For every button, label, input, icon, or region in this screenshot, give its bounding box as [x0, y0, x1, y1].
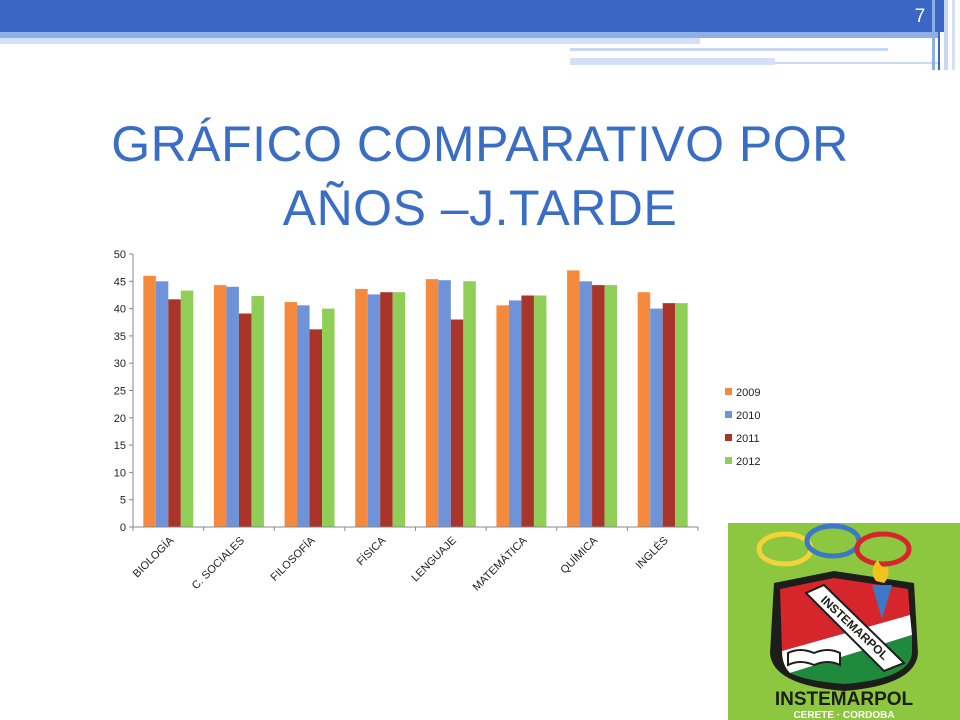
legend: 2009 2010 2011 2012	[725, 387, 760, 468]
header-rule-3	[775, 62, 940, 64]
bar-2009-7	[637, 292, 651, 527]
x-tick-label: MATEMÁTICA	[470, 533, 530, 593]
header-band-fade	[0, 38, 700, 44]
bar-2010-5	[508, 300, 522, 527]
ring-red	[854, 531, 912, 567]
slide-title: GRÁFICO COMPARATIVO POR AÑOS –J.TARDE	[60, 112, 900, 240]
x-tick-label: C. SOCIALES	[190, 535, 247, 592]
header-band	[0, 0, 944, 32]
legend-label-2012: 2012	[736, 456, 760, 468]
y-tick-label: 5	[120, 495, 126, 507]
y-tick-label: 30	[114, 358, 126, 370]
y-tick-label: 50	[114, 249, 126, 261]
bar-2010-3	[367, 294, 381, 527]
logo-name: INSTEMARPOL	[775, 689, 914, 710]
legend-label-2009: 2009	[736, 387, 760, 399]
x-tick-label: BIOLOGÍA	[130, 533, 177, 580]
bar-2011-2	[309, 329, 323, 527]
bar-2010-4	[438, 280, 451, 527]
x-tick-label: FÍSICA	[354, 533, 389, 568]
y-tick-label: 15	[114, 440, 126, 452]
slide-title-line-2: AÑOS –J.TARDE	[282, 180, 678, 236]
bar-2010-7	[650, 308, 663, 527]
bar-2011-4	[450, 319, 464, 527]
bar-2010-2	[297, 305, 310, 527]
x-tick-label: LENGUAJE	[409, 535, 459, 585]
y-tick-label: 40	[114, 304, 126, 316]
torch-flame-icon	[872, 559, 889, 583]
bar-2009-3	[355, 288, 368, 527]
bar-2009-1	[213, 285, 227, 527]
bar-2012-7	[675, 303, 688, 527]
bar-2009-4	[425, 279, 439, 527]
bar-2010-1	[226, 286, 239, 527]
bar-2012-0	[180, 290, 194, 527]
bars	[143, 270, 688, 527]
bar-2012-6	[604, 285, 618, 527]
bar-2012-3	[392, 292, 406, 527]
bar-2011-1	[238, 313, 252, 527]
legend-swatch-2011	[725, 434, 732, 441]
legend-label-2011: 2011	[736, 433, 760, 445]
shield-banner	[804, 583, 906, 673]
header-vline-4	[952, 0, 955, 70]
y-tick-label: 45	[114, 276, 126, 288]
header-rule-2	[570, 58, 775, 65]
header-vline-3	[944, 0, 948, 70]
legend-label-2010: 2010	[736, 410, 760, 422]
olympic-rings	[756, 523, 912, 567]
slide-number: 7	[914, 6, 926, 27]
bar-2009-2	[284, 302, 298, 527]
bar-2011-6	[592, 285, 605, 527]
bar-2012-2	[322, 308, 335, 527]
legend-swatch-2009	[725, 388, 732, 395]
x-tick-label: QUÍMICA	[558, 533, 601, 576]
y-tick-label: 25	[114, 386, 126, 398]
x-tick-label: INGLÉS	[633, 534, 671, 572]
slide-title-line-1: GRÁFICO COMPARATIVO POR	[111, 116, 849, 172]
logo-city: CERETE · CORDOBA	[793, 710, 894, 720]
y-tick-label: 35	[114, 331, 126, 343]
x-tick-label: FILOSOFÍA	[268, 533, 318, 583]
bar-2010-0	[155, 281, 169, 527]
bar-2011-7	[662, 303, 676, 527]
y-tick-label: 0	[120, 522, 126, 534]
school-logo: INSTEMARPOL INSTEMARPOL CERETE · CORDOBA	[728, 523, 960, 720]
bar-chart: 0 5 10 15 20 25 30 35 40 45 50 BIOLOGÍA C. SOCIALES…	[114, 249, 761, 594]
bar-2009-6	[567, 270, 580, 527]
bar-2010-6	[579, 281, 593, 527]
legend-swatch-2012	[725, 457, 732, 464]
legend-swatch-2010	[725, 411, 732, 418]
bar-2012-5	[533, 295, 547, 527]
bar-2012-1	[251, 296, 264, 527]
header-band-light	[0, 32, 940, 38]
bar-2011-0	[168, 299, 181, 527]
y-tick-label: 10	[114, 467, 126, 479]
header-rule	[570, 48, 888, 51]
y-tick-label: 20	[114, 413, 126, 425]
bar-2011-3	[380, 292, 393, 527]
x-axis: BIOLOGÍA C. SOCIALES FILOSOFÍA FÍSICA LENGUA…	[130, 526, 699, 594]
bar-2012-4	[463, 281, 476, 527]
torch-icon	[872, 585, 892, 619]
header-vline-1	[932, 0, 935, 70]
y-axis: 0 5 10 15 20 25 30 35 40 45 50	[114, 249, 134, 534]
book-icon	[787, 649, 841, 667]
bar-2009-5	[496, 305, 509, 527]
header-vline-2	[938, 0, 940, 70]
bar-2009-0	[143, 275, 156, 527]
bar-2011-5	[521, 295, 534, 527]
